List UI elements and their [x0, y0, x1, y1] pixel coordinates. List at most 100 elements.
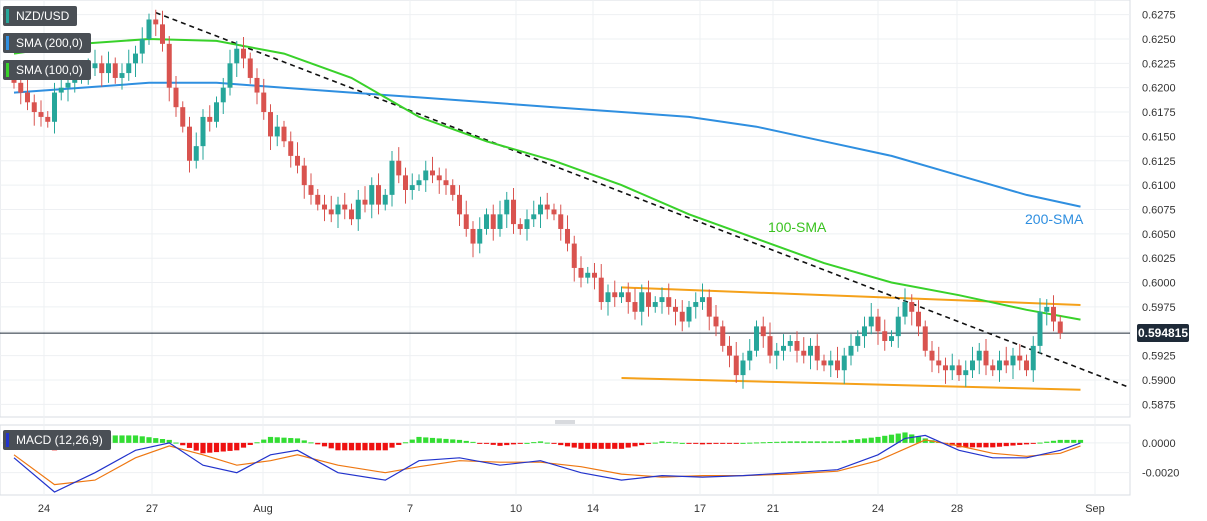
- macd-histogram-bar: [632, 442, 638, 447]
- macd-histogram-bar: [537, 441, 544, 443]
- macd-histogram-bar: [443, 438, 449, 443]
- candle-body: [187, 126, 192, 161]
- candle-body: [301, 165, 307, 186]
- macd-histogram-bar: [288, 438, 294, 443]
- macd-histogram-bar: [578, 442, 584, 449]
- candle-body: [767, 336, 773, 356]
- candle-body: [727, 345, 732, 356]
- macd-legend: MACD (12,26,9): [3, 430, 111, 450]
- candle-body: [706, 297, 712, 317]
- x-tick-label: 17: [694, 503, 706, 515]
- y-tick-label: 0.6100: [1142, 180, 1176, 192]
- macd-panel: [0, 424, 1131, 496]
- macd-histogram-bar: [342, 442, 348, 451]
- candle-body: [787, 341, 793, 346]
- macd-y-tick-label: -0.0020: [1142, 468, 1179, 480]
- sma100-legend: SMA (100,0): [3, 60, 91, 80]
- candle-body: [551, 209, 557, 215]
- macd-signal-line: [13, 439, 1081, 486]
- x-tick-label: 10: [510, 503, 522, 515]
- candle-body: [1044, 306, 1050, 312]
- macd-histogram-bar: [828, 441, 834, 443]
- macd-histogram-bar: [348, 442, 355, 451]
- macd-histogram-bar: [375, 442, 382, 451]
- y-tick-label: 0.6225: [1142, 58, 1176, 70]
- macd-histogram-bar: [895, 433, 901, 443]
- candle-body: [794, 341, 800, 351]
- descending-trendline: [155, 11, 1129, 388]
- candle-body: [38, 112, 44, 117]
- macd-histogram-bar: [753, 442, 760, 444]
- macd-histogram-bar: [990, 442, 996, 448]
- macd-histogram-bar: [1010, 442, 1016, 446]
- sma200-line: [13, 81, 1081, 208]
- candle-body: [868, 316, 874, 327]
- candle-body: [970, 360, 975, 371]
- candle-body: [99, 63, 105, 74]
- candle-body: [720, 326, 726, 346]
- candle-body: [841, 355, 847, 371]
- macd-histogram-bar: [450, 439, 456, 443]
- candle-body: [220, 87, 226, 103]
- macd-histogram-bar: [713, 442, 719, 444]
- candle-body: [956, 365, 962, 376]
- macd-histogram-bar: [733, 442, 739, 444]
- macd-histogram-bar: [1064, 439, 1070, 443]
- candle-body: [112, 63, 118, 78]
- macd-histogram-bar: [652, 442, 658, 444]
- macd-histogram-bar: [868, 437, 874, 443]
- candle-body: [58, 87, 64, 93]
- candle-body: [173, 87, 179, 108]
- candle-body: [369, 185, 375, 205]
- sma200-legend: SMA (200,0): [3, 33, 91, 53]
- candle-body: [666, 297, 672, 307]
- candle-body: [814, 345, 820, 361]
- macd-histogram-bar: [409, 439, 415, 443]
- macd-histogram-bar: [956, 442, 962, 448]
- macd-histogram-bar: [639, 442, 645, 446]
- candle-body: [943, 365, 948, 371]
- macd-histogram-bar: [227, 442, 233, 451]
- candle-body: [52, 92, 57, 122]
- x-tick-label: 27: [146, 503, 158, 515]
- sma100-annotation: 100-SMA: [768, 219, 827, 235]
- candle-body: [713, 316, 719, 327]
- macd-histogram-bar: [1044, 441, 1050, 443]
- macd-histogram-bar: [909, 434, 915, 443]
- macd-histogram-bar: [902, 432, 908, 443]
- candle-body: [180, 107, 186, 127]
- x-tick-label: 14: [587, 503, 599, 515]
- y-tick-label: 0.6175: [1142, 107, 1176, 119]
- macd-histogram-bar: [328, 442, 334, 449]
- macd-histogram-bar: [497, 442, 503, 446]
- macd-histogram-bar: [477, 442, 483, 444]
- candle-body: [598, 277, 604, 303]
- macd-histogram-bar: [112, 435, 118, 443]
- macd-histogram-bar: [247, 442, 253, 445]
- candle-body: [693, 302, 699, 307]
- macd-histogram-bar: [1057, 439, 1063, 443]
- candle-body: [11, 77, 17, 83]
- macd-histogram-bar: [679, 442, 685, 444]
- candle-body: [679, 311, 685, 322]
- macd-histogram-bar: [585, 442, 591, 449]
- macd-histogram-bar: [558, 442, 564, 446]
- candle-body: [268, 112, 273, 137]
- macd-histogram-bar: [456, 439, 463, 443]
- candle-body: [1030, 345, 1036, 371]
- macd-histogram-bar: [483, 442, 490, 444]
- candle-body: [531, 214, 537, 220]
- candle-body: [160, 24, 165, 44]
- macd-histogram-bar: [767, 442, 773, 444]
- sma200-annotation: 200-SMA: [1025, 211, 1084, 227]
- macd-histogram-bar: [787, 441, 793, 443]
- macd-histogram-bar: [726, 442, 733, 444]
- candle-body: [808, 345, 813, 356]
- macd-histogram-bar: [605, 442, 611, 449]
- candle-body: [862, 326, 867, 337]
- macd-histogram-bar: [983, 442, 989, 448]
- candle-body: [605, 292, 611, 303]
- candle-body: [382, 194, 388, 205]
- pair-label-text: NZD/USD: [16, 9, 70, 23]
